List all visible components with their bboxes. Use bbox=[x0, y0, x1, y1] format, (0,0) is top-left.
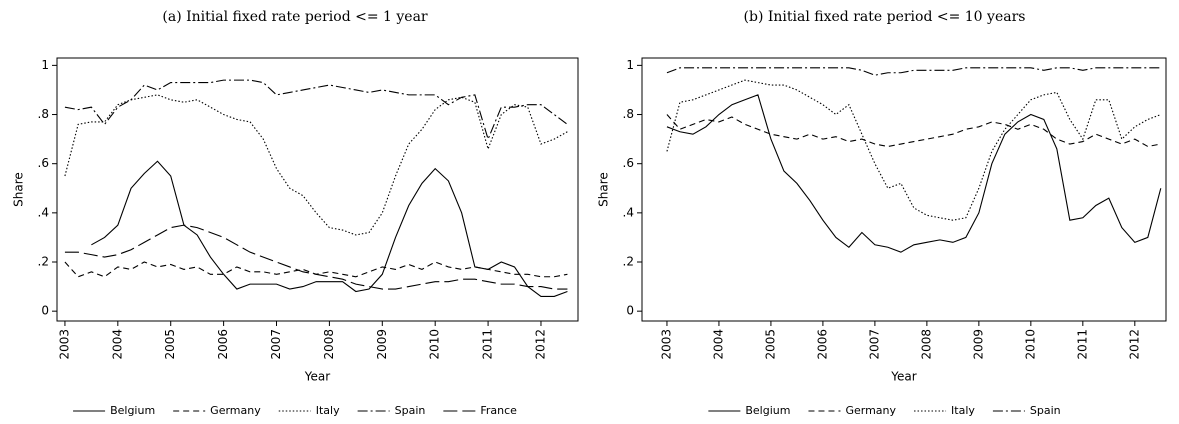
x-tick-label: 2011 bbox=[481, 329, 495, 360]
legend: Belgium Germany Italy Spain bbox=[708, 404, 1061, 417]
legend: Belgium Germany Italy Spain France bbox=[73, 404, 517, 417]
y-axis-label: Share bbox=[12, 172, 26, 207]
x-tick-label: 2006 bbox=[216, 329, 230, 360]
series-line bbox=[64, 79, 568, 141]
y-tick-label: .6 bbox=[623, 156, 634, 170]
x-tick-label: 2005 bbox=[763, 329, 777, 360]
y-tick-label: 1 bbox=[41, 58, 49, 72]
y-axis-label: Share bbox=[597, 172, 611, 207]
series-line bbox=[91, 160, 568, 297]
y-tick-label: .6 bbox=[38, 156, 49, 170]
x-tick-label: 2011 bbox=[1075, 329, 1089, 360]
y-tick-label: .2 bbox=[38, 255, 49, 269]
series-line bbox=[64, 94, 568, 236]
y-tick-label: 1 bbox=[626, 58, 634, 72]
y-tick-label: .8 bbox=[38, 107, 49, 121]
series-line bbox=[666, 94, 1162, 253]
x-tick-label: 2004 bbox=[711, 329, 725, 360]
x-tick-label: 2010 bbox=[1023, 329, 1037, 360]
x-tick-label: 2006 bbox=[815, 329, 829, 360]
x-tick-label: 2004 bbox=[110, 329, 124, 360]
legend-label: Germany bbox=[210, 404, 261, 417]
legend-label: Belgium bbox=[745, 404, 790, 417]
x-tick-label: 2005 bbox=[163, 329, 177, 360]
y-tick-label: .4 bbox=[38, 205, 49, 219]
x-tick-label: 2009 bbox=[375, 329, 389, 360]
legend-label: Italy bbox=[316, 404, 340, 417]
plot-frame bbox=[641, 57, 1167, 322]
x-axis-label: Year bbox=[304, 370, 330, 384]
legend-label: Spain bbox=[395, 404, 426, 417]
x-tick-label: 2007 bbox=[269, 329, 283, 360]
x-tick-label: 2009 bbox=[971, 329, 985, 360]
chart-title: (a) Initial fixed rate period <= 1 year bbox=[162, 9, 428, 25]
legend-label: France bbox=[480, 404, 517, 417]
y-tick-label: 0 bbox=[626, 304, 634, 318]
y-tick-label: .4 bbox=[623, 205, 634, 219]
x-tick-label: 2010 bbox=[428, 329, 442, 360]
legend-label: Italy bbox=[951, 404, 975, 417]
chart-title: (b) Initial fixed rate period <= 10 year… bbox=[744, 9, 1026, 25]
legend-label: Belgium bbox=[110, 404, 155, 417]
y-tick-label: .8 bbox=[623, 107, 634, 121]
x-tick-label: 2003 bbox=[659, 329, 673, 360]
x-axis-label: Year bbox=[890, 370, 916, 384]
y-tick-label: 0 bbox=[41, 304, 49, 318]
x-tick-label: 2012 bbox=[533, 329, 547, 360]
legend-label: Germany bbox=[845, 404, 896, 417]
x-tick-label: 2008 bbox=[322, 329, 336, 360]
series-line bbox=[666, 67, 1161, 76]
series-line bbox=[666, 114, 1161, 148]
x-tick-label: 2008 bbox=[919, 329, 933, 360]
x-tick-label: 2012 bbox=[1127, 329, 1141, 360]
series-line bbox=[64, 224, 568, 290]
x-tick-label: 2003 bbox=[57, 329, 71, 360]
y-tick-label: .2 bbox=[623, 255, 634, 269]
x-tick-label: 2007 bbox=[867, 329, 881, 360]
legend-label: Spain bbox=[1030, 404, 1061, 417]
plot-frame bbox=[56, 57, 579, 322]
